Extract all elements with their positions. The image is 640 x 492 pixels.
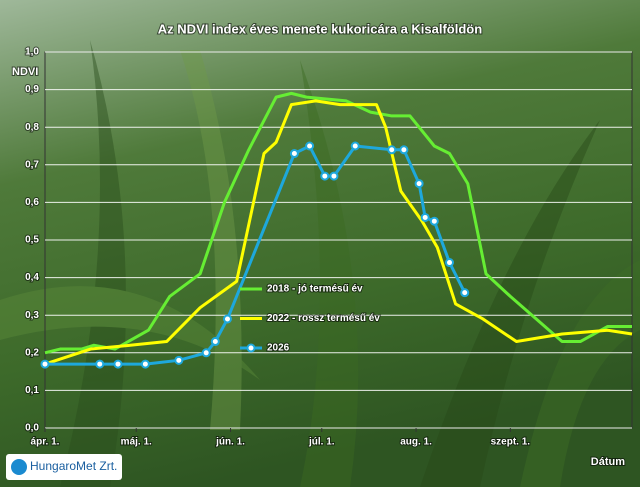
legend-marker [246,343,256,353]
x-tick-label: aug. 1. [400,437,432,448]
logo-text: HungaroMet Zrt. [30,459,117,473]
point [140,359,150,369]
point [40,359,50,369]
point [201,348,211,358]
x-axis-title: Dátum [591,456,625,468]
y-tick-label: 1,0 [25,47,39,58]
x-tick-label: máj. 1. [121,437,152,448]
legend-label: 2018 - jó termésű év [267,284,363,295]
point [210,337,220,347]
y-axis-title: NDVI [12,66,38,78]
leaves [0,40,640,487]
point [113,359,123,369]
point [460,288,470,298]
y-tick-label: 0,1 [25,385,39,396]
chart-title: Az NDVI index éves menete kukoricára a K… [158,21,482,36]
x-tick-label: szept. 1. [491,437,531,448]
y-tick-label: 0,8 [25,122,39,133]
point [222,314,232,324]
y-tick-label: 0,2 [25,347,39,358]
point [420,212,430,222]
logo-box [6,454,122,480]
point [445,258,455,268]
point [95,359,105,369]
point [350,141,360,151]
point [399,145,409,155]
point [414,179,424,189]
point [387,145,397,155]
y-tick-label: 0,6 [25,197,39,208]
x-tick-label: ápr. 1. [31,437,60,448]
y-tick-label: 0,7 [25,159,39,170]
point [329,171,339,181]
x-tick-label: jún. 1. [215,437,245,448]
series-line [45,144,467,366]
series-line [44,99,633,366]
x-tick-label: júl. 1. [308,437,335,448]
legend-label: 2022 - rossz termésű év [267,313,380,324]
legend-label: 2026 [267,343,290,354]
y-tick-label: 0,9 [25,84,39,95]
logo: HungaroMet Zrt. [6,454,122,480]
y-tick-label: 0,4 [25,272,39,283]
y-tick-label: 0,3 [25,310,39,321]
point [289,149,299,159]
point [429,216,439,226]
point [320,171,330,181]
y-tick-label: 0,0 [25,423,39,434]
point [305,141,315,151]
point [174,355,184,365]
y-tick-label: 0,5 [25,235,39,246]
logo-icon [11,459,27,475]
